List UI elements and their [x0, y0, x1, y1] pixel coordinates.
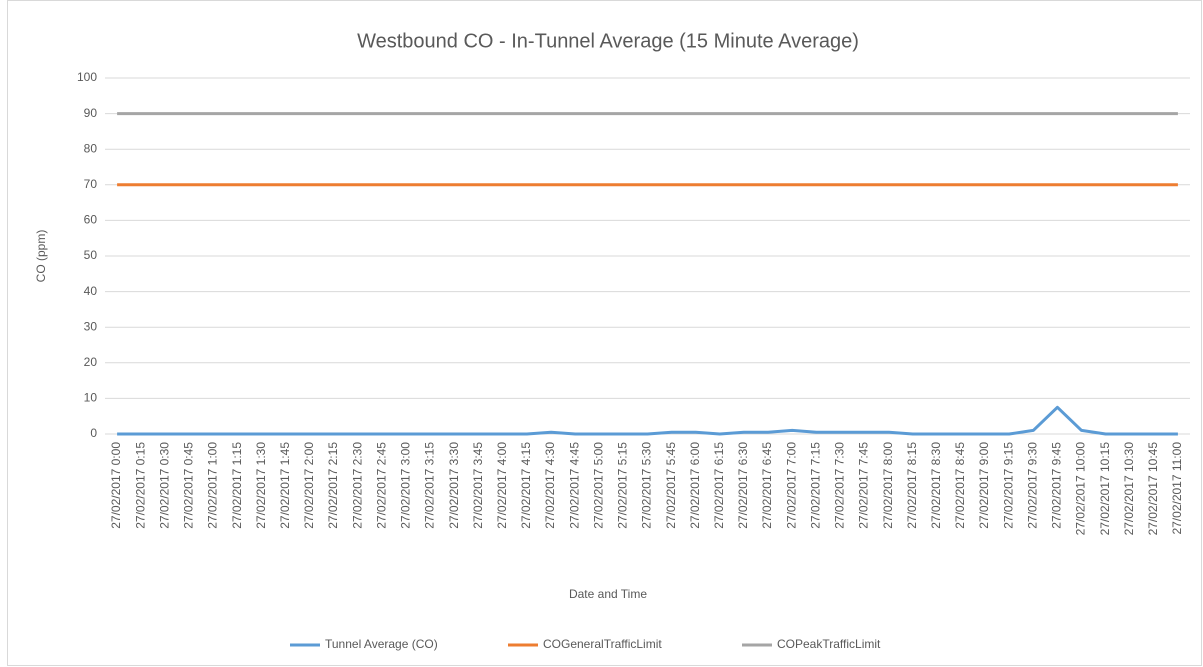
x-tick-label: 27/02/2017 2:00: [302, 442, 316, 529]
x-tick-label: 27/02/2017 1:30: [254, 442, 268, 529]
x-tick-label: 27/02/2017 3:30: [447, 442, 461, 529]
x-tick-label: 27/02/2017 7:00: [784, 442, 798, 529]
x-tick-label: 27/02/2017 4:00: [495, 442, 509, 529]
x-tick-label: 27/02/2017 10:45: [1146, 442, 1160, 536]
y-tick-label: 10: [84, 391, 98, 405]
x-tick-label: 27/02/2017 4:45: [567, 442, 581, 529]
x-tick-label: 27/02/2017 7:45: [857, 442, 871, 529]
x-tick-label: 27/02/2017 7:30: [833, 442, 847, 529]
x-tick-label: 27/02/2017 2:30: [350, 442, 364, 529]
x-tick-label: 27/02/2017 6:30: [736, 442, 750, 529]
x-tick-label: 27/02/2017 10:00: [1074, 442, 1088, 536]
x-tick-label: 27/02/2017 9:45: [1050, 442, 1064, 529]
x-tick-label: 27/02/2017 5:15: [616, 442, 630, 529]
legend-label: COPeakTrafficLimit: [777, 637, 881, 651]
y-tick-label: 80: [84, 141, 98, 155]
x-tick-label: 27/02/2017 8:30: [929, 442, 943, 529]
chart-border: [7, 0, 1202, 666]
x-tick-label: 27/02/2017 9:15: [1001, 442, 1015, 529]
y-tick-label: 90: [84, 106, 98, 120]
y-tick-label: 40: [84, 284, 98, 298]
series-line: [117, 405, 1178, 436]
y-tick-label: 30: [84, 319, 98, 333]
x-tick-label: 27/02/2017 5:00: [591, 442, 605, 529]
x-tick-label: 27/02/2017 4:30: [543, 442, 557, 529]
x-tick-label: 27/02/2017 6:45: [760, 442, 774, 529]
x-tick-label: 27/02/2017 2:45: [374, 442, 388, 529]
x-tick-label: 27/02/2017 10:15: [1098, 442, 1112, 536]
x-tick-label: 27/02/2017 9:30: [1025, 442, 1039, 529]
x-tick-label: 27/02/2017 8:00: [881, 442, 895, 529]
y-tick-label: 50: [84, 248, 98, 262]
x-tick-label: 27/02/2017 5:30: [640, 442, 654, 529]
y-tick-label: 70: [84, 177, 98, 191]
legend-label: COGeneralTrafficLimit: [543, 637, 662, 651]
x-tick-label: 27/02/2017 1:00: [206, 442, 220, 529]
x-tick-label: 27/02/2017 11:00: [1170, 442, 1184, 535]
x-tick-label: 27/02/2017 3:15: [423, 442, 437, 529]
x-tick-label: 27/02/2017 0:30: [157, 442, 171, 529]
y-tick-label: 20: [84, 355, 98, 369]
x-tick-label: 27/02/2017 2:15: [326, 442, 340, 529]
x-tick-label: 27/02/2017 6:00: [688, 442, 702, 529]
x-tick-label: 27/02/2017 6:15: [712, 442, 726, 529]
x-tick-label: 27/02/2017 0:00: [109, 442, 123, 529]
chart-title: Westbound CO - In-Tunnel Average (15 Min…: [357, 30, 859, 52]
x-tick-label: 27/02/2017 0:45: [182, 442, 196, 529]
legend-label: Tunnel Average (CO): [325, 637, 438, 651]
x-tick-label: 27/02/2017 8:45: [953, 442, 967, 529]
y-axis-title: CO (ppm): [34, 230, 48, 283]
x-tick-label: 27/02/2017 1:45: [278, 442, 292, 529]
y-tick-label: 100: [77, 70, 97, 84]
x-tick-label: 27/02/2017 7:15: [808, 442, 822, 529]
x-tick-label: 27/02/2017 10:30: [1122, 442, 1136, 536]
x-tick-label: 27/02/2017 8:15: [905, 442, 919, 529]
x-tick-label: 27/02/2017 3:45: [471, 442, 485, 529]
x-axis-title: Date and Time: [569, 587, 647, 601]
x-tick-label: 27/02/2017 0:15: [133, 442, 147, 529]
x-tick-label: 27/02/2017 9:00: [977, 442, 991, 529]
x-tick-label: 27/02/2017 1:15: [230, 442, 244, 529]
y-tick-label: 60: [84, 213, 98, 227]
y-tick-label: 0: [90, 426, 97, 440]
x-tick-label: 27/02/2017 5:45: [664, 442, 678, 529]
x-tick-label: 27/02/2017 4:15: [519, 442, 533, 529]
x-tick-label: 27/02/2017 3:00: [399, 442, 413, 529]
